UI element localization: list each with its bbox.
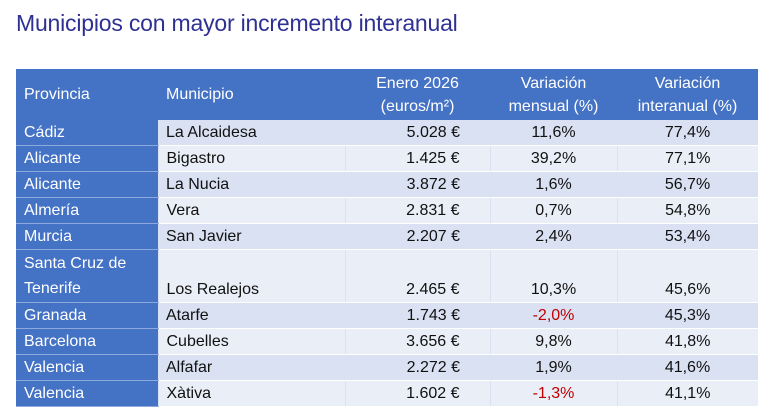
cell-precio: 3.656 € — [344, 328, 490, 355]
cell-provincia: Cádiz — [16, 120, 158, 146]
cell-interanual: 41,1% — [616, 380, 758, 407]
cell-interanual: 54,8% — [616, 197, 758, 224]
table-row: Valencia Alfafar 2.272 € 1,9% 41,6% — [16, 354, 758, 381]
cell-interanual: 45,6% — [616, 249, 758, 303]
column-header-precio-line2: (euros/m²) — [380, 97, 455, 115]
column-header-mensual-line2: mensual (%) — [508, 97, 599, 115]
cell-precio: 1.602 € — [344, 380, 490, 407]
cell-mensual: -2,0% — [490, 302, 617, 329]
column-header-mensual: Variación mensual (%) — [490, 69, 617, 120]
cell-mensual: 1,6% — [490, 171, 617, 198]
cell-precio: 2.465 € — [344, 249, 490, 303]
cell-interanual: 56,7% — [617, 171, 758, 198]
page-title: Municipios con mayor incremento interanu… — [16, 10, 458, 36]
cell-interanual: 41,8% — [616, 328, 758, 355]
cell-precio: 3.872 € — [345, 171, 490, 198]
cell-mensual: 11,6% — [490, 120, 617, 146]
table-row: Alicante Bigastro 1.425 € 39,2% 77,1% — [16, 145, 758, 172]
table-header-row: Provincia Municipio Enero 2026 (euros/m²… — [16, 69, 758, 120]
cell-provincia: Valencia — [16, 380, 158, 407]
column-header-municipio: Municipio — [158, 69, 345, 120]
data-table: Provincia Municipio Enero 2026 (euros/m²… — [16, 69, 758, 407]
cell-mensual: 2,4% — [490, 223, 617, 250]
cell-mensual: -1,3% — [489, 380, 617, 407]
cell-municipio: Vera — [157, 197, 345, 224]
table-row: Barcelona Cubelles 3.656 € 9,8% 41,8% — [16, 328, 758, 355]
cell-municipio: Los Realejos — [157, 249, 345, 303]
column-header-precio-line1: Enero 2026 — [376, 74, 459, 92]
cell-provincia-line2: Tenerife — [24, 280, 81, 297]
column-header-provincia: Provincia — [16, 69, 158, 120]
cell-interanual: 77,4% — [617, 120, 758, 146]
cell-municipio: Cubelles — [157, 328, 345, 355]
column-header-precio: Enero 2026 (euros/m²) — [345, 69, 490, 120]
cell-mensual: 1,9% — [490, 354, 617, 381]
cell-municipio: Atarfe — [158, 302, 345, 329]
cell-municipio: La Alcaidesa — [158, 120, 345, 146]
cell-provincia: Santa Cruz de Tenerife — [16, 249, 158, 303]
cell-provincia: Alicante — [16, 145, 158, 172]
table-row: Valencia Xàtiva 1.602 € -1,3% 41,1% — [16, 380, 758, 407]
cell-precio: 2.831 € — [344, 197, 490, 224]
cell-provincia: Murcia — [16, 223, 158, 250]
cell-precio: 1.743 € — [345, 302, 490, 329]
cell-mensual: 10,3% — [489, 249, 617, 303]
cell-precio: 2.272 € — [345, 354, 490, 381]
cell-provincia-line1: Santa Cruz de — [24, 255, 127, 272]
table-row: Murcia San Javier 2.207 € 2,4% 53,4% — [16, 223, 758, 250]
cell-precio: 2.207 € — [345, 223, 490, 250]
cell-precio: 1.425 € — [344, 145, 490, 172]
column-header-mensual-line1: Variación — [520, 74, 587, 92]
cell-municipio: San Javier — [158, 223, 345, 250]
cell-interanual: 45,3% — [617, 302, 758, 329]
column-header-interanual-line2: interanual (%) — [637, 97, 738, 115]
cell-provincia: Valencia — [16, 354, 158, 381]
cell-provincia: Barcelona — [16, 328, 158, 355]
table-row: Almería Vera 2.831 € 0,7% 54,8% — [16, 197, 758, 224]
cell-municipio: Bigastro — [157, 145, 345, 172]
cell-municipio: Alfafar — [158, 354, 345, 381]
cell-mensual: 39,2% — [489, 145, 617, 172]
cell-interanual: 41,6% — [617, 354, 758, 381]
table-row: Alicante La Nucia 3.872 € 1,6% 56,7% — [16, 171, 758, 198]
table-row: Santa Cruz de Tenerife Los Realejos 2.46… — [16, 249, 758, 303]
cell-precio: 5.028 € — [345, 120, 490, 146]
cell-mensual: 9,8% — [489, 328, 617, 355]
table-row: Granada Atarfe 1.743 € -2,0% 45,3% — [16, 302, 758, 329]
cell-municipio: Xàtiva — [157, 380, 345, 407]
cell-provincia: Granada — [16, 302, 158, 329]
column-header-interanual: Variación interanual (%) — [617, 69, 758, 120]
cell-municipio: La Nucia — [158, 171, 345, 198]
cell-mensual: 0,7% — [489, 197, 617, 224]
cell-interanual: 77,1% — [616, 145, 758, 172]
cell-interanual: 53,4% — [617, 223, 758, 250]
cell-provincia: Almería — [16, 197, 158, 224]
cell-provincia: Alicante — [16, 171, 158, 198]
table-row: Cádiz La Alcaidesa 5.028 € 11,6% 77,4% — [16, 120, 758, 146]
column-header-interanual-line1: Variación — [654, 74, 721, 92]
